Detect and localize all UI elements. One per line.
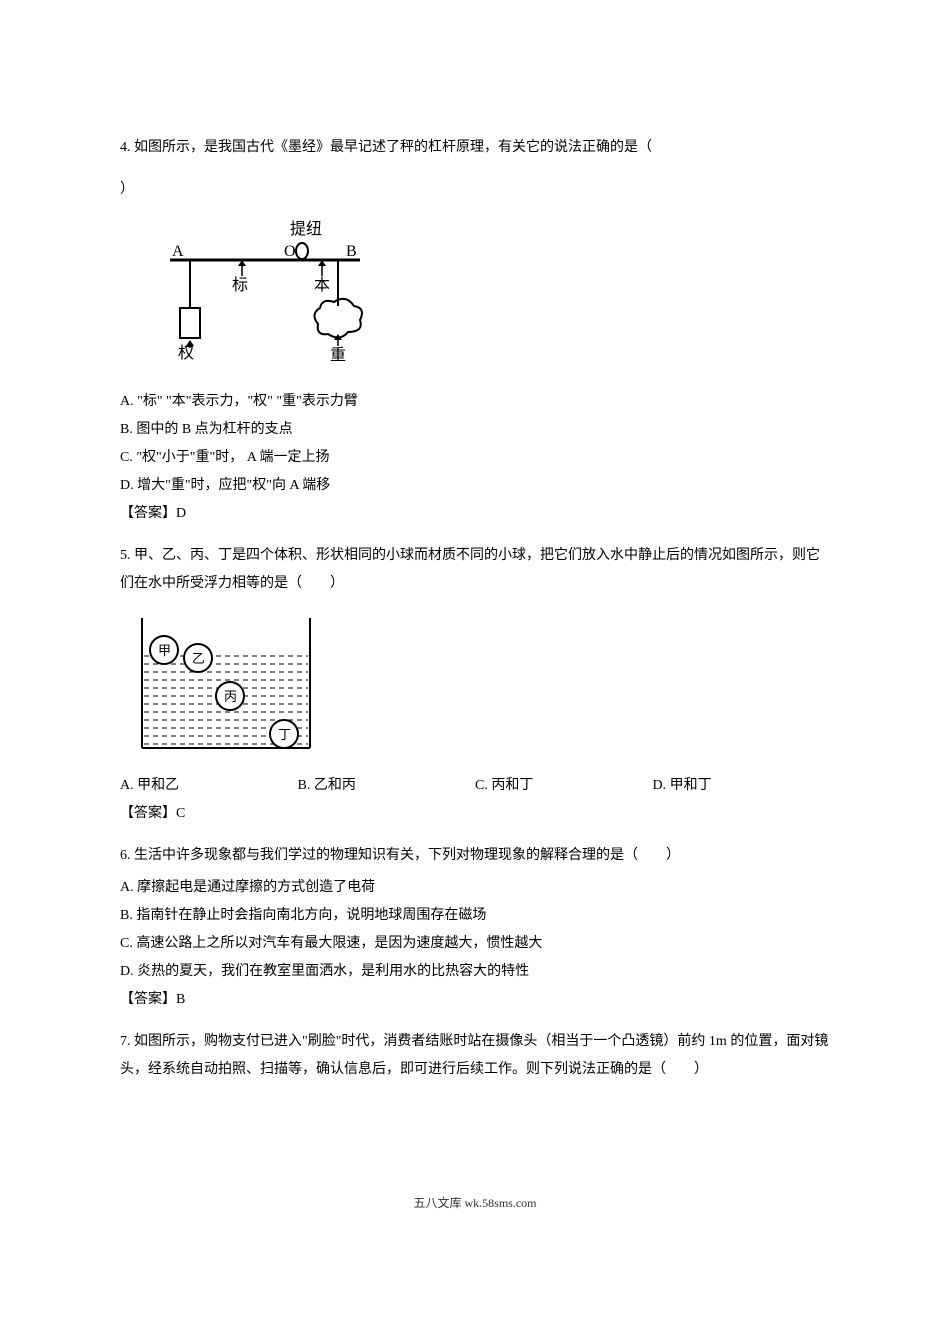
label-biao: 标 (232, 276, 248, 294)
q6-optC: C. 高速公路上之所以对汽车有最大限速，是因为速度越大，惯性越大 (120, 930, 830, 958)
label-ding: 丁 (278, 727, 291, 742)
q7-stem: 7. 如图所示，购物支付已进入"刷脸"时代，消费者结账时站在摄像头（相当于一个凸… (120, 1028, 830, 1084)
q6-optA: A. 摩擦起电是通过摩擦的方式创造了电荷 (120, 874, 830, 902)
label-yi: 乙 (192, 651, 205, 666)
q6-answer: 【答案】B (120, 986, 830, 1014)
label-A: A (172, 243, 184, 260)
weight-box (180, 308, 200, 338)
q5-diagram: 甲 乙 丙 丁 (130, 610, 320, 760)
q4-stem-line2: ） (120, 176, 830, 204)
q5-optD: D. 甲和丁 (653, 772, 831, 800)
ring-icon (296, 243, 308, 259)
q6-stem: 6. 生活中许多现象都与我们学过的物理知识有关，下列对物理现象的解释合理的是（ … (120, 842, 830, 870)
label-ben: 本 (314, 276, 330, 294)
q4-optA: A. "标" "本"表示力，"权" "重"表示力臂 (120, 388, 830, 416)
q4-optB: B. 图中的 B 点为杠杆的支点 (120, 416, 830, 444)
arrow-quan (186, 340, 194, 346)
label-quan: 权 (178, 344, 194, 362)
q4-optD: D. 增大"重"时，应把"权"向 A 端移 (120, 472, 830, 500)
q5-options-row: A. 甲和乙 B. 乙和丙 C. 丙和丁 D. 甲和丁 (120, 772, 830, 800)
q5-optA: A. 甲和乙 (120, 772, 298, 800)
q4-stem-line1: 4. 如图所示，是我国古代《墨经》最早记述了秤的杠杆原理，有关它的说法正确的是（ (120, 134, 830, 162)
q5-stem: 5. 甲、乙、丙、丁是四个体积、形状相同的小球而材质不同的小球，把它们放入水中静… (120, 542, 830, 598)
q6-optD: D. 炎热的夏天，我们在教室里面洒水，是利用水的比热容大的特性 (120, 958, 830, 986)
q5-answer: 【答案】C (120, 800, 830, 828)
label-bing: 丙 (224, 689, 237, 704)
q4-answer: 【答案】D (120, 500, 830, 528)
footer-text: 五八文库 wk.58sms.com (120, 1194, 830, 1211)
q5-optC: C. 丙和丁 (475, 772, 653, 800)
q4-diagram: 提纽 A O B 权 标 本 重 (150, 216, 390, 376)
label-jia: 甲 (158, 643, 171, 658)
label-B: B (346, 243, 357, 260)
label-tiniu: 提纽 (290, 220, 322, 238)
q4-optC: C. "权"小于"重"时， A 端一定上扬 (120, 444, 830, 472)
label-zhong: 重 (330, 346, 346, 364)
q5-optB: B. 乙和丙 (298, 772, 476, 800)
label-O: O (284, 243, 296, 260)
q6-optB: B. 指南针在静止时会指向南北方向，说明地球周围存在磁场 (120, 902, 830, 930)
